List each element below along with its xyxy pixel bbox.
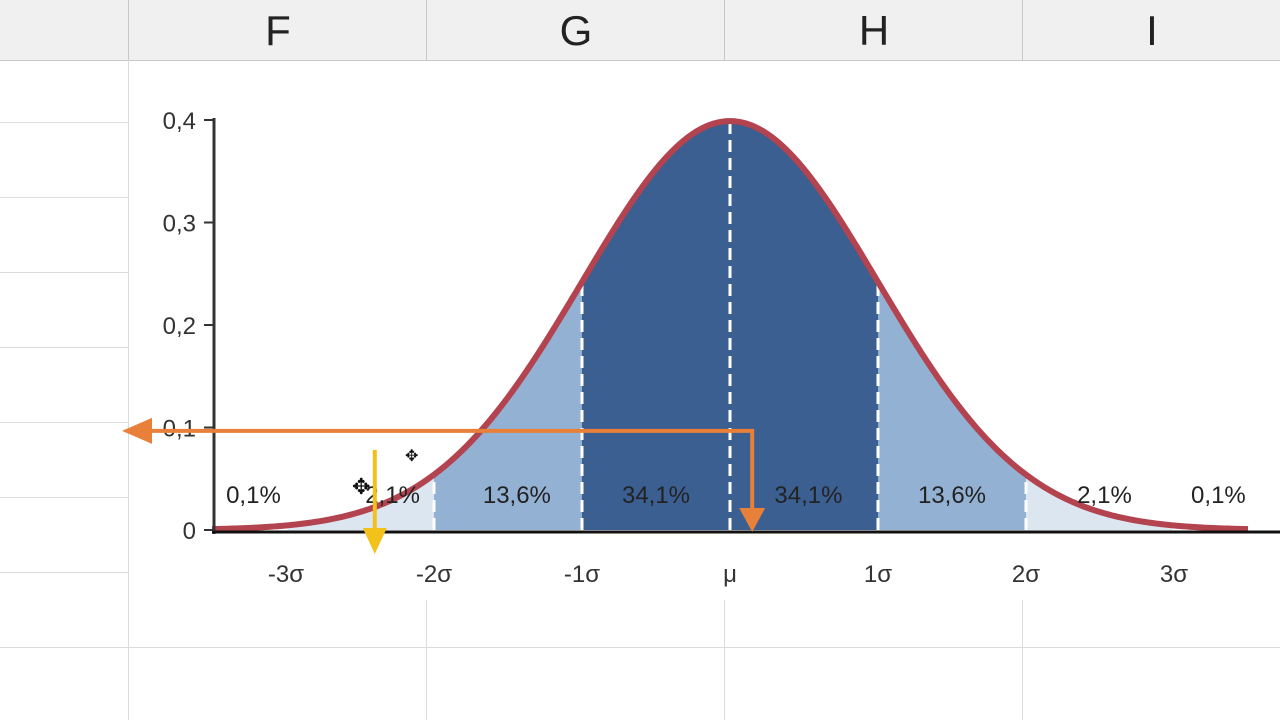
percentage-label: 34,1% [622,482,690,509]
y-tick-label: 0,2 [163,313,196,340]
orange-arrow-line [150,428,755,512]
percentage-label: 2,1% [1077,482,1132,509]
column-header-h[interactable]: H [724,0,1023,60]
grid-line [0,497,128,498]
x-tick-label: -2σ [416,561,452,588]
area-segment-6 [1026,474,1174,530]
x-tick-label: 3σ [1160,561,1188,588]
percentage-label: 34,1% [774,482,842,509]
y-tick-label: 0,4 [163,108,196,135]
column-header-bar [0,0,1280,61]
orange-arrow-head-left [122,417,152,444]
grid-line [426,600,427,720]
grid-line [0,647,1280,648]
percentage-label: 13,6% [918,482,986,509]
orange-arrow-head-down [739,508,766,532]
grid-line [0,347,128,348]
percentage-label: 0,1% [226,482,281,509]
density-curve [211,118,1249,533]
x-tick-label: -3σ [268,561,304,588]
grid-line [0,422,128,423]
grid-line [0,122,128,123]
x-tick-label: 1σ [864,561,892,588]
grid-line [1022,600,1023,720]
column-header-i[interactable]: I [1022,0,1280,60]
x-tick-label: μ [723,561,737,588]
y-tick-label: 0 [183,518,196,545]
percentage-label: 0,1% [1191,482,1246,509]
area-segment-1 [286,474,434,530]
column-header-g[interactable]: G [426,0,725,60]
move-cursor-icon: ✥ [352,474,370,499]
grid-line [724,600,725,720]
column-header-f[interactable]: F [128,0,427,60]
x-tick-label: -1σ [564,561,600,588]
yellow-arrow-head [362,528,387,554]
area-segment-3 [582,121,730,530]
percentage-label: 13,6% [483,482,551,509]
grid-line [0,197,128,198]
move-cursor-icon: ✥ [405,448,418,465]
grid-line [0,272,128,273]
y-tick-label: 0,3 [163,211,196,238]
grid-line [128,60,129,720]
x-tick-label: 2σ [1012,561,1040,588]
grid-line [0,572,128,573]
